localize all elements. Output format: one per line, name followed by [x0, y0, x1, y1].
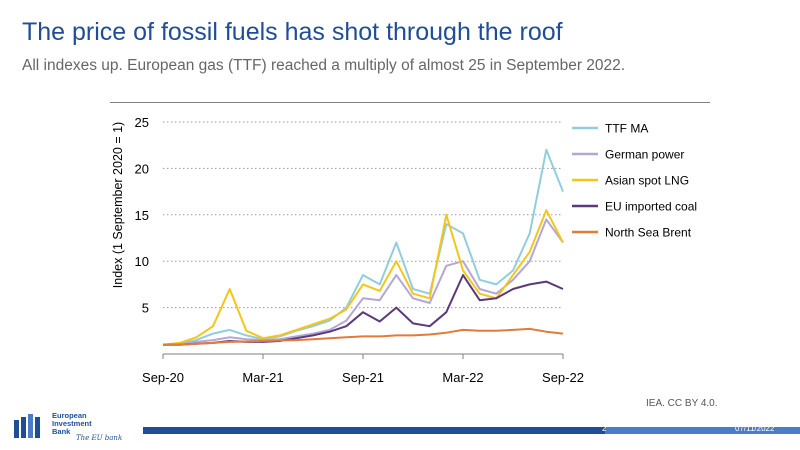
page-number: 2	[602, 424, 607, 433]
slide-subtitle: All indexes up. European gas (TTF) reach…	[22, 57, 626, 74]
slide-title: The price of fossil fuels has shot throu…	[22, 18, 563, 46]
legend-label: German power	[605, 148, 684, 162]
chart-top-divider	[110, 102, 710, 103]
y-tick-label: 20	[135, 161, 149, 176]
x-tick-label: Sep-21	[342, 370, 384, 385]
eib-logo-mark-icon	[14, 414, 40, 438]
legend-label: Asian spot LNG	[605, 174, 689, 188]
legend-label: North Sea Brent	[605, 226, 692, 240]
chart-gridlines	[163, 121, 563, 309]
eib-logo-tagline: The EU bank	[76, 434, 123, 442]
eib-logo-text: European Investment Bank	[52, 411, 92, 436]
y-tick-label: 10	[135, 254, 149, 269]
y-axis-label: Index (1 September 2020 = 1)	[111, 122, 125, 288]
footer-bar-accent	[605, 427, 800, 434]
eib-logo: European Investment Bank The EU bank	[14, 412, 144, 446]
legend-label: TTF MA	[605, 122, 648, 136]
chart-series	[162, 148, 564, 346]
y-tick-label: 15	[135, 208, 149, 223]
series-line-north-sea-brent	[163, 327, 564, 346]
footer-date: 07/11/2022	[735, 424, 775, 433]
x-tick-label: Sep-20	[142, 370, 184, 385]
footer-bar	[143, 427, 800, 434]
chart-legend: TTF MA German power Asian spot LNG EU impor…	[572, 122, 697, 240]
chart-axes: 5 10 15 20 25 Sep-20 Mar-21 Sep-21 Mar-22 Sep-22	[135, 115, 584, 385]
series-line-asian-spot-lng	[162, 209, 564, 346]
y-tick-label: 25	[135, 115, 149, 130]
x-tick-label: Mar-22	[442, 370, 483, 385]
source-note: IEA. CC BY 4.0.	[646, 398, 718, 409]
y-tick-label: 5	[142, 301, 149, 316]
legend-label: EU imported coal	[605, 200, 697, 214]
x-tick-label: Mar-21	[242, 370, 283, 385]
x-tick-label: Sep-22	[542, 370, 584, 385]
series-line-german-power	[162, 218, 564, 346]
series-line-ttf-ma	[162, 148, 564, 346]
